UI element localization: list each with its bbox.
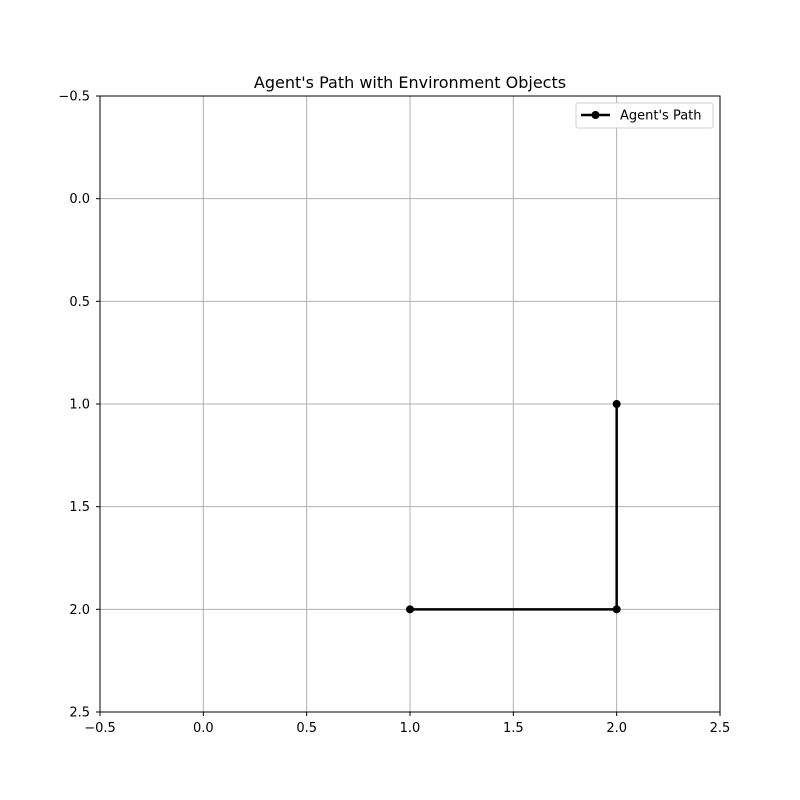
data-point	[612, 605, 621, 614]
legend-box	[575, 102, 714, 129]
y-tick-label: −0.5	[58, 90, 90, 105]
grid-layer	[99, 95, 721, 713]
legend-label-agents-path: Agent's Path	[620, 109, 702, 124]
data-point	[406, 605, 414, 614]
x-tick-label: −0.5	[84, 721, 116, 736]
x-tick-label: 1.5	[503, 721, 524, 736]
x-tick-label: 2.0	[606, 721, 627, 736]
x-tick-label: 1.0	[400, 721, 421, 736]
chart-title: Agent's Path with Environment Objects	[254, 73, 566, 92]
y-tick-label: 0.0	[69, 192, 90, 207]
y-tick-label: 0.5	[69, 295, 90, 310]
data-point	[612, 400, 621, 408]
y-tick-label: 2.0	[69, 603, 90, 618]
x-tick-label: 2.5	[710, 721, 731, 736]
y-tick-label: 1.0	[69, 398, 90, 413]
legend-marker-sample	[591, 111, 600, 119]
y-tick-label: 2.5	[69, 706, 90, 721]
x-tick-label: 0.5	[296, 721, 317, 736]
y-tick-label: 1.5	[69, 500, 90, 515]
legend: Agent's Path	[575, 102, 714, 129]
ticks-layer: −0.5 0.0 0.5 1.0 1.5 2.0 2.5−0.50.00.51.01.52.…	[58, 90, 730, 737]
x-tick-label: 0.0	[193, 721, 214, 736]
series-layer	[406, 400, 621, 614]
